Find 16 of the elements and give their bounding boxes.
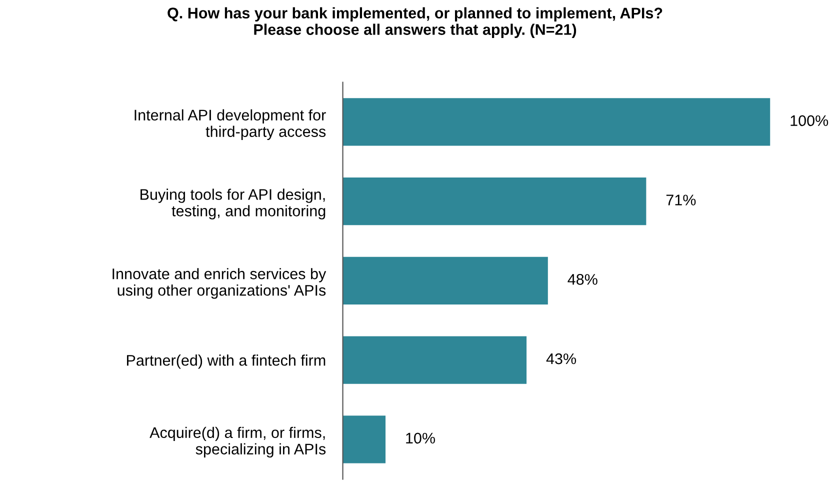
data-label: 100%	[790, 115, 828, 126]
bar	[342, 256, 548, 305]
data-label: 10%	[406, 432, 435, 444]
bar	[342, 98, 770, 146]
y-tick-label: Internal API development for third-party access	[134, 109, 326, 140]
chart-title: Q. How has your bank implemented, or planned to implement, APIs? Please choose all answers that apply. (N=21)	[168, 7, 662, 38]
bar	[342, 416, 386, 464]
bar	[342, 178, 646, 226]
data-label: 43%	[546, 353, 576, 364]
y-tick-label: Buying tools for API design, testing, and monitoring	[140, 188, 326, 220]
data-label: 71%	[666, 194, 696, 206]
bar	[342, 336, 527, 384]
data-label: 48%	[568, 274, 598, 285]
y-tick-label: Innovate and enrich services by using other organizations' APIs	[112, 268, 326, 299]
y-tick-label: Acquire(d) a firm, or firms, specializing in APIs	[150, 426, 326, 458]
y-tick-label: Partner(ed) with a fintech firm	[127, 354, 326, 369]
